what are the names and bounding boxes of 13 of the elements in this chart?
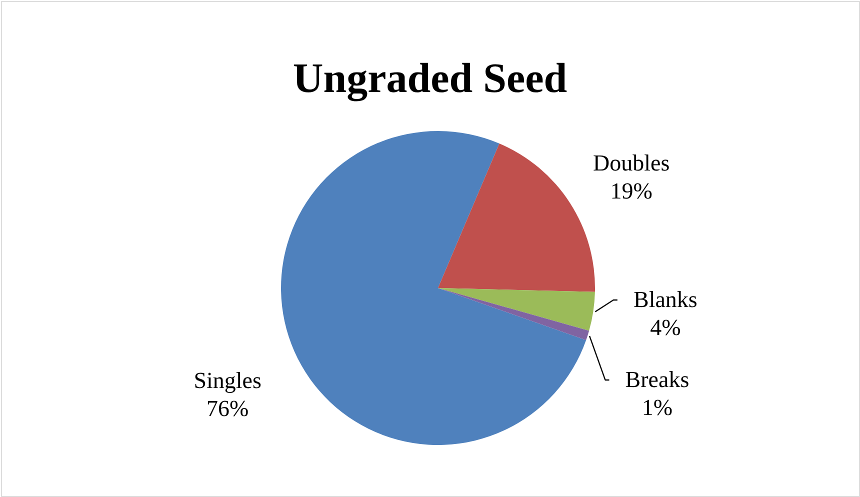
pie-slice <box>281 131 586 445</box>
data-label: 19% <box>610 178 652 204</box>
slice-label: Blanks <box>633 286 698 312</box>
data-label: 76% <box>206 396 249 421</box>
slice-label: Breaks <box>625 366 690 392</box>
slice-label: Singles <box>194 368 262 393</box>
pie-slice <box>438 143 595 292</box>
slice-label: Doubles <box>592 150 670 176</box>
pie-slice <box>438 288 590 340</box>
data-label: 1% <box>642 394 673 420</box>
chart-title: Ungraded Seed <box>292 56 568 102</box>
data-label: 4% <box>650 314 681 340</box>
pie-slice <box>438 288 595 331</box>
